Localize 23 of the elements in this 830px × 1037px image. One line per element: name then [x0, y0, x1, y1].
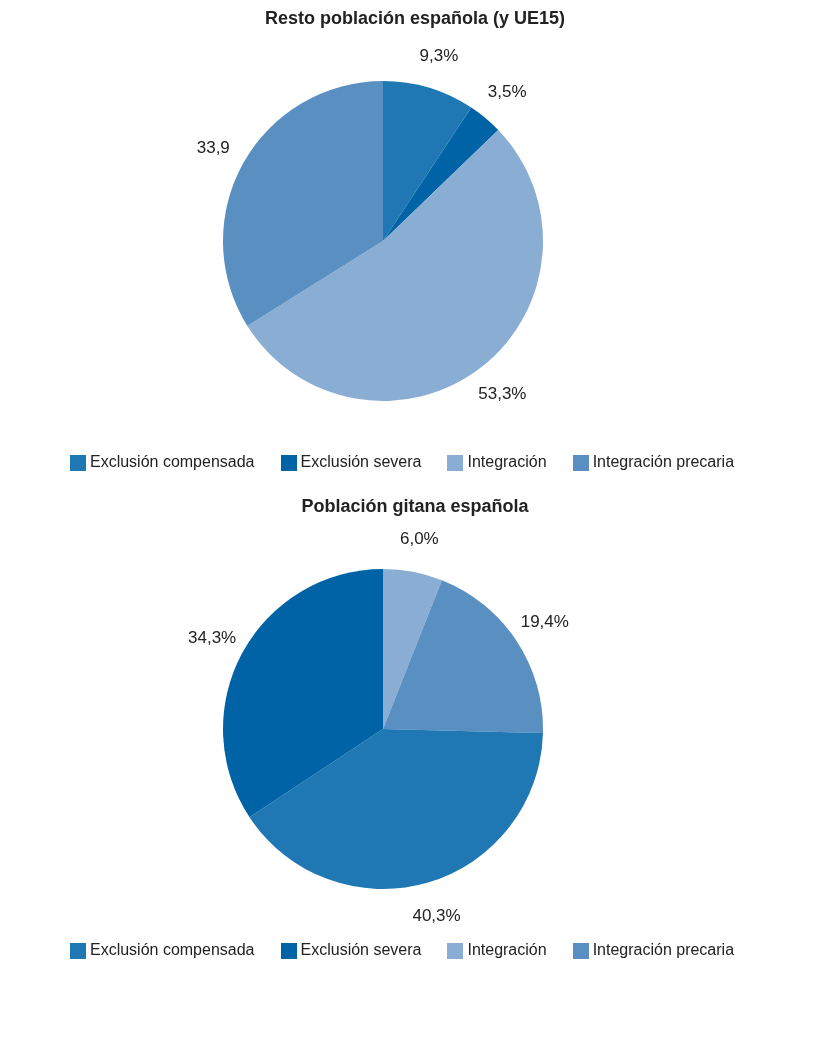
pie-slice: [249, 729, 543, 889]
legend-label: Integración: [467, 453, 547, 470]
data-label: 34,3%: [188, 627, 237, 647]
data-label: 33,9: [196, 137, 230, 157]
pie-slice: [247, 130, 543, 401]
legend-label: Exclusión compensada: [89, 453, 255, 470]
data-label: 9,3%: [419, 45, 459, 65]
legend-label: Exclusión severa: [300, 941, 422, 958]
legend-label: Integración: [467, 941, 547, 958]
data-label: 6,0%: [399, 528, 439, 548]
legend-label: Integración precaria: [592, 941, 735, 958]
legend-label: Exclusión compensada: [89, 941, 255, 958]
data-label: 53,3%: [478, 384, 527, 404]
chart-title: Resto población española (y UE15): [263, 8, 567, 30]
legend-label: Exclusión severa: [300, 453, 422, 470]
pie-slice: [383, 81, 472, 241]
pie-slice: [383, 107, 499, 241]
pie-slice: [383, 569, 442, 729]
data-label: 19,4%: [520, 612, 569, 632]
legend-label: Integración precaria: [592, 453, 735, 470]
chart-title: Población gitana española: [300, 496, 530, 518]
data-label: 40,3%: [412, 905, 461, 925]
data-label: 3,5%: [487, 82, 527, 102]
